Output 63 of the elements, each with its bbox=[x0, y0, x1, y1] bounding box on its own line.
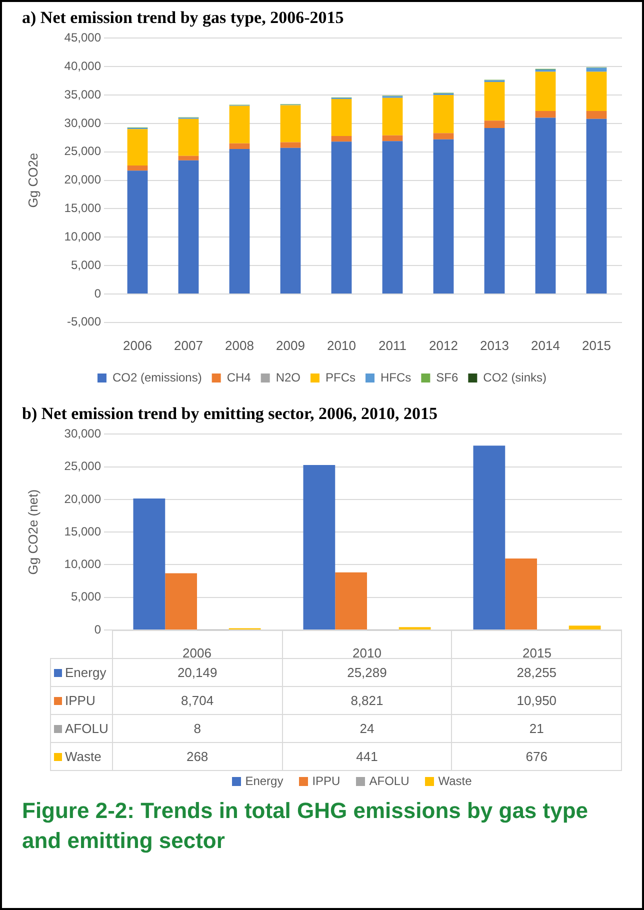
y-tick-label: -5,000 bbox=[66, 314, 102, 329]
legend-label: CO2 (emissions) bbox=[112, 370, 202, 384]
data-label: 21 bbox=[452, 714, 622, 742]
legend-label: SF6 bbox=[436, 370, 459, 384]
x-tick-label: 2011 bbox=[378, 338, 406, 353]
y-tick-label: 20,000 bbox=[64, 492, 102, 506]
y-axis-title: Gg CO2e bbox=[25, 152, 40, 208]
data-label: 10,950 bbox=[452, 686, 622, 714]
y-tick-label: 0 bbox=[94, 622, 102, 636]
x-tick-label: 2013 bbox=[480, 338, 509, 353]
y-tick-label: 30,000 bbox=[64, 116, 102, 130]
data-label: 676 bbox=[452, 742, 622, 770]
y-tick-label: 40,000 bbox=[64, 58, 102, 73]
chart-title: a) Net emission trend by gas type, 2006-2015 bbox=[21, 7, 345, 28]
data-label: 8,821 bbox=[282, 686, 452, 714]
data-label: 8 bbox=[112, 714, 282, 742]
y-tick-label: 20,000 bbox=[64, 172, 102, 187]
y-tick-label: 5,000 bbox=[70, 590, 102, 604]
data-label: 28,255 bbox=[452, 658, 622, 686]
legend-label: AFOLU bbox=[50, 714, 112, 742]
y-axis-title: Gg CO2e (net) bbox=[25, 489, 40, 575]
data-label: 20,149 bbox=[112, 658, 282, 686]
x-tick-label: 2007 bbox=[174, 338, 203, 353]
legend-label: Waste bbox=[437, 774, 472, 788]
y-tick-label: 0 bbox=[94, 286, 102, 300]
text: Waste bbox=[65, 749, 102, 764]
y-tick-label: 25,000 bbox=[64, 459, 102, 474]
x-tick-label: 2015 bbox=[522, 645, 552, 660]
legend-label: IPPU bbox=[50, 686, 112, 714]
y-tick-label: 10,000 bbox=[64, 557, 102, 572]
y-tick-label: 30,000 bbox=[64, 426, 102, 441]
data-label: 24 bbox=[282, 714, 452, 742]
x-tick-label: 2006 bbox=[182, 645, 212, 660]
x-tick-label: 2014 bbox=[531, 338, 560, 353]
legend-label: N2O bbox=[276, 370, 301, 384]
x-tick-label: 2015 bbox=[582, 338, 611, 353]
y-tick-label: 10,000 bbox=[64, 229, 102, 244]
legend-label: CH4 bbox=[226, 370, 252, 384]
caption: Figure 2-2: Trends in total GHG emissions by gas type and emitting sector bbox=[21, 797, 590, 855]
text: AFOLU bbox=[369, 774, 410, 788]
data-label: 268 bbox=[112, 742, 282, 770]
text: IPPU bbox=[312, 774, 340, 788]
data-label: 441 bbox=[282, 742, 452, 770]
legend-label: CO2 (sinks) bbox=[483, 370, 547, 384]
data-label: 25,289 bbox=[282, 658, 452, 686]
x-tick-label: 2006 bbox=[123, 338, 152, 353]
y-tick-label: 5,000 bbox=[70, 258, 102, 272]
x-tick-label: 2010 bbox=[352, 645, 382, 660]
y-tick-label: 25,000 bbox=[64, 144, 102, 158]
legend-label: Energy bbox=[50, 658, 112, 686]
legend-label: HFCs bbox=[380, 370, 412, 384]
y-tick-label: 15,000 bbox=[64, 201, 102, 216]
x-tick-label: 2010 bbox=[327, 338, 356, 353]
x-tick-label: 2009 bbox=[276, 338, 305, 353]
text: Energy bbox=[245, 774, 284, 788]
y-tick-label: 45,000 bbox=[64, 30, 102, 45]
legend-label: PFCs bbox=[326, 370, 356, 384]
data-label: 8,704 bbox=[112, 686, 282, 714]
chart-title: b) Net emission trend by emitting sector, 2006, 2010, 2015 bbox=[21, 403, 439, 424]
y-tick-label: 35,000 bbox=[64, 87, 102, 102]
x-tick-label: 2012 bbox=[429, 338, 458, 353]
y-tick-label: 15,000 bbox=[64, 524, 102, 538]
x-tick-label: 2008 bbox=[225, 338, 254, 353]
